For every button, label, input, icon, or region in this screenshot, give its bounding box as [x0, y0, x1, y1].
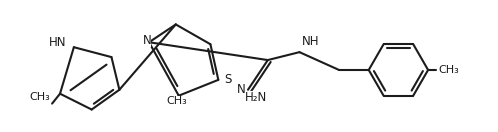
Text: CH₃: CH₃	[29, 92, 50, 102]
Text: CH₃: CH₃	[166, 96, 187, 106]
Text: S: S	[224, 73, 232, 86]
Text: H₂N: H₂N	[245, 91, 267, 104]
Text: N: N	[143, 34, 151, 47]
Text: CH₃: CH₃	[438, 65, 459, 75]
Text: NH: NH	[301, 35, 319, 48]
Text: N: N	[237, 83, 246, 96]
Text: HN: HN	[48, 36, 66, 49]
